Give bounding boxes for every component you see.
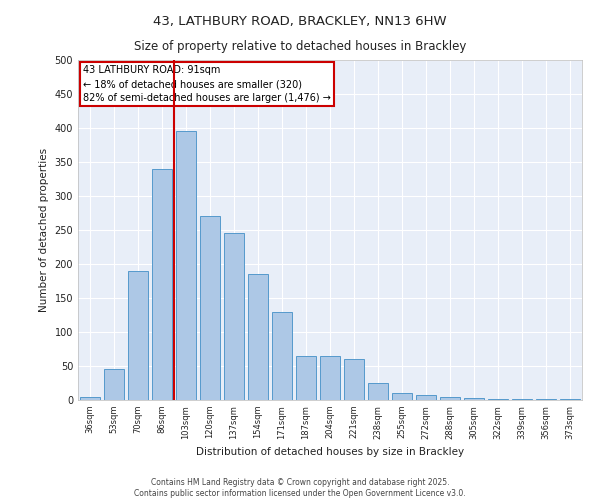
Bar — [440, 396, 460, 400]
Bar — [296, 356, 316, 400]
Bar — [80, 396, 100, 400]
Text: 43, LATHBURY ROAD, BRACKLEY, NN13 6HW: 43, LATHBURY ROAD, BRACKLEY, NN13 6HW — [153, 15, 447, 28]
Bar — [368, 383, 388, 400]
Text: 43 LATHBURY ROAD: 91sqm
← 18% of detached houses are smaller (320)
82% of semi-d: 43 LATHBURY ROAD: 91sqm ← 18% of detache… — [83, 65, 331, 103]
Bar — [248, 274, 268, 400]
Bar — [128, 271, 148, 400]
Y-axis label: Number of detached properties: Number of detached properties — [39, 148, 49, 312]
Bar — [104, 370, 124, 400]
Bar — [272, 312, 292, 400]
Bar — [560, 398, 580, 400]
Bar — [176, 132, 196, 400]
Bar — [488, 398, 508, 400]
X-axis label: Distribution of detached houses by size in Brackley: Distribution of detached houses by size … — [196, 447, 464, 457]
Bar — [344, 359, 364, 400]
Bar — [320, 356, 340, 400]
Text: Size of property relative to detached houses in Brackley: Size of property relative to detached ho… — [134, 40, 466, 53]
Bar — [224, 234, 244, 400]
Bar — [200, 216, 220, 400]
Text: Contains HM Land Registry data © Crown copyright and database right 2025.
Contai: Contains HM Land Registry data © Crown c… — [134, 478, 466, 498]
Bar — [392, 393, 412, 400]
Bar — [152, 169, 172, 400]
Bar — [416, 395, 436, 400]
Bar — [464, 398, 484, 400]
